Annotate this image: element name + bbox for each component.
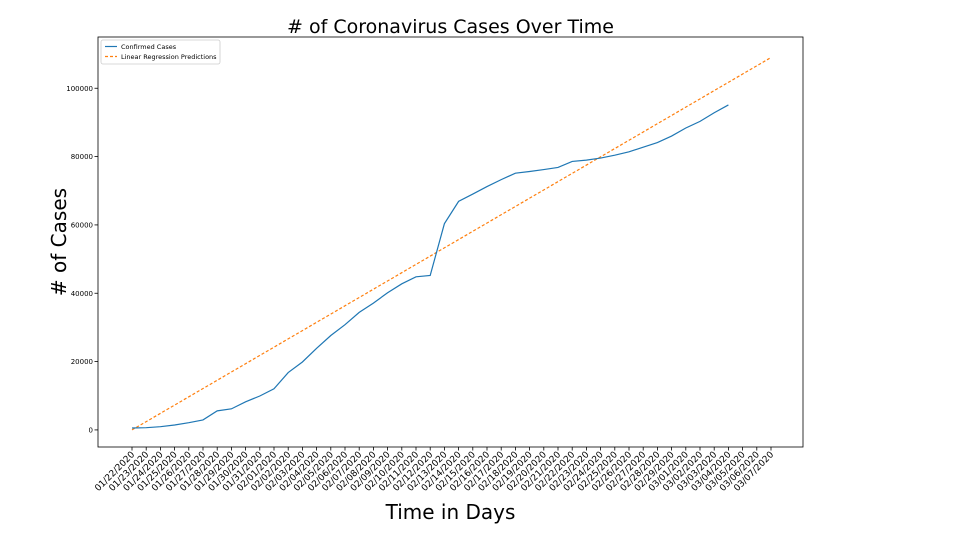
legend-label-confirmed-cases: Confirmed Cases — [121, 43, 177, 51]
series-line-confirmed-cases — [131, 104, 729, 429]
x-axis-label: Time in Days — [385, 500, 516, 524]
y-tick-label: 100000 — [66, 85, 93, 93]
y-axis-label: # of Cases — [47, 188, 71, 296]
y-tick-label: 0 — [89, 426, 93, 434]
y-tick-label: 40000 — [71, 290, 93, 298]
y-tick-label: 20000 — [71, 358, 93, 366]
chart-title: # of Coronavirus Cases Over Time — [287, 16, 614, 38]
plot-area — [97, 36, 804, 448]
legend-label-linear-regression: Linear Regression Predictions — [121, 53, 217, 61]
y-tick-label: 80000 — [71, 153, 93, 161]
axes-frame — [97, 36, 804, 448]
x-axis-ticks: 01/22/202001/23/202001/24/202001/25/2020… — [93, 447, 776, 494]
series-layer — [131, 56, 772, 431]
y-axis-ticks: 0 20000 40000 60000 80000 100000 — [66, 85, 98, 434]
y-tick-label: 60000 — [71, 221, 93, 229]
series-line-linear-regression — [131, 56, 772, 431]
legend-box — [100, 39, 221, 65]
legend: Confirmed Cases Linear Regression Predic… — [100, 39, 221, 65]
